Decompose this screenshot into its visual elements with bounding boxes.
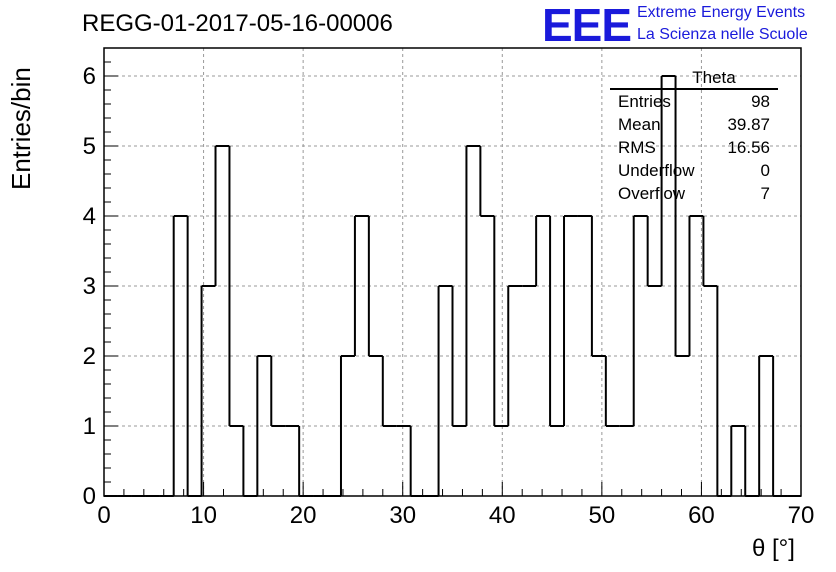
y-axis-label: Entries/bin xyxy=(6,67,36,190)
x-tick-label: 10 xyxy=(190,502,217,529)
stats-row-underflow: Underflow 0 xyxy=(610,159,778,182)
stats-box: Theta Entries 98 Mean 39.87 RMS 16.56 Un… xyxy=(610,68,778,205)
y-tick-label: 4 xyxy=(83,203,96,230)
eee-logo-text: EEE xyxy=(542,0,632,51)
stats-value: 16.56 xyxy=(727,138,770,157)
y-tick-label: 2 xyxy=(83,343,96,370)
y-tick-label: 1 xyxy=(83,413,96,440)
logo-subtitle-1: Extreme Energy Events xyxy=(637,4,806,21)
stats-value: 98 xyxy=(751,92,770,111)
x-axis-label: θ [°] xyxy=(752,535,795,562)
stats-value: 0 xyxy=(760,161,770,180)
x-tick-label: 50 xyxy=(589,502,616,529)
y-tick-label: 0 xyxy=(83,483,96,510)
x-tick-label: 20 xyxy=(290,502,317,529)
x-tick-label: 0 xyxy=(97,502,110,529)
x-tick-label: 70 xyxy=(788,502,815,529)
logo-subtitle-2: La Scienza nelle Scuole xyxy=(637,26,808,43)
stats-title: Theta xyxy=(610,68,778,90)
stats-value: 39.87 xyxy=(727,115,770,134)
x-tick-label: 60 xyxy=(688,502,715,529)
stats-label: Mean xyxy=(618,115,661,134)
stats-row-entries: Entries 98 xyxy=(610,90,778,113)
x-tick-label: 30 xyxy=(389,502,416,529)
stats-row-overflow: Overflow 7 xyxy=(610,182,778,205)
stats-label: Overflow xyxy=(618,184,686,203)
chart-title: REGG-01-2017-05-16-00006 xyxy=(82,10,393,37)
stats-label: Underflow xyxy=(618,161,695,180)
x-tick-label: 40 xyxy=(489,502,516,529)
stats-row-mean: Mean 39.87 xyxy=(610,113,778,136)
y-tick-label: 6 xyxy=(83,63,96,90)
stats-label: Entries xyxy=(618,92,671,111)
stats-row-rms: RMS 16.56 xyxy=(610,136,778,159)
y-tick-label: 5 xyxy=(83,133,96,160)
stats-label: RMS xyxy=(618,138,656,157)
y-tick-label: 3 xyxy=(83,273,96,300)
stats-value: 7 xyxy=(760,184,770,203)
